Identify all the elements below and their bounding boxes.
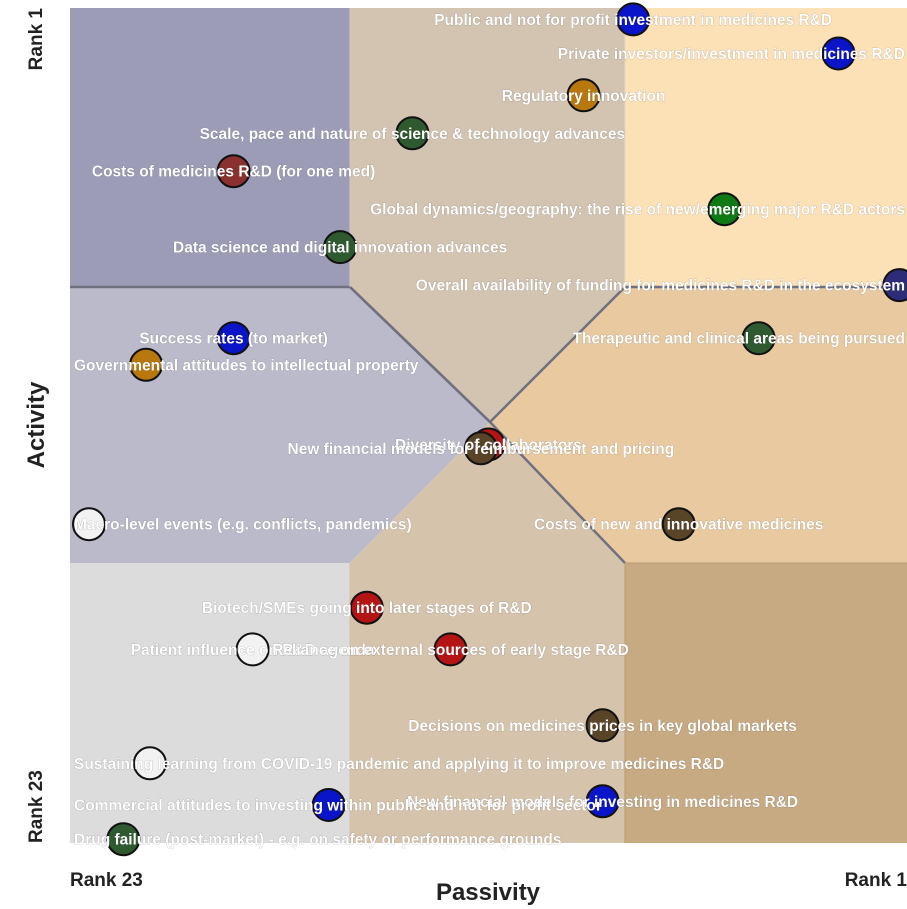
data-point-marker [707, 192, 742, 227]
data-point-label: Biotech/SMEs going into later stages of … [202, 600, 532, 617]
data-point-label: Decisions on medicines prices in key glo… [408, 718, 797, 735]
data-point-marker [106, 822, 141, 857]
data-point-label: Overall availability of funding for medi… [416, 278, 905, 295]
zone-border [349, 286, 626, 564]
data-point-label: Success rates (to market) [139, 331, 328, 348]
data-point-label: Regulatory innovation [502, 88, 666, 105]
data-point-marker [463, 431, 498, 466]
data-point-label: Costs of new and innovative medicines [534, 517, 823, 534]
data-point-label: Public and not for profit investment in … [434, 12, 832, 29]
data-point-marker [311, 788, 346, 822]
data-point-marker [566, 78, 601, 113]
data-point-marker [216, 154, 251, 189]
data-point-label: Private investors/investment in medicine… [558, 46, 905, 63]
data-point-label: Commercial attitudes to investing within… [74, 798, 602, 815]
data-point-marker [132, 746, 167, 781]
data-point-label: Costs of medicines R&D (for one med) [92, 164, 375, 181]
zone-mid-right [490, 287, 907, 563]
data-point-label: New financial models for reimbursement a… [288, 441, 675, 458]
data-point-label: Reliance on external sources of early st… [272, 642, 629, 659]
data-point-label: Data science and digital innovation adva… [173, 240, 507, 257]
data-point-label: Therapeutic and clinical areas being pur… [573, 331, 906, 348]
zone-bottom-right [625, 563, 907, 843]
data-point-marker [323, 230, 358, 265]
data-point-marker [661, 507, 696, 542]
data-point-label: Scale, pace and nature of science & tech… [200, 126, 626, 143]
data-point-marker [235, 632, 270, 667]
data-point-marker [395, 116, 430, 151]
data-point-label: Global dynamics/geography: the rise of n… [370, 202, 905, 219]
data-point-marker [882, 268, 907, 303]
zone-mid-left [70, 287, 490, 563]
data-point-marker [129, 347, 164, 382]
data-point-label: Patient influence on R&D agenda [131, 642, 375, 659]
y-tick-label-top: Rank 1 [26, 8, 47, 71]
y-tick-label-bottom: Rank 23 [26, 770, 47, 843]
data-point-marker [741, 321, 776, 356]
x-tick-label-right: Rank 1 [845, 870, 907, 891]
zone-border [624, 562, 907, 843]
data-point-marker [585, 708, 620, 743]
x-tick-label-left: Rank 23 [70, 870, 143, 891]
data-point-marker [72, 507, 106, 542]
data-point-marker [616, 2, 651, 37]
data-point-label: Macro-level events (e.g. conflicts, pand… [74, 517, 412, 534]
data-point-marker [216, 321, 251, 356]
data-point-marker [433, 632, 468, 667]
zone-top-left [70, 8, 350, 287]
zone-top-right [625, 8, 907, 287]
zone-top-center [350, 8, 625, 422]
data-point-label: Sustaining learning from COVID-19 pandem… [74, 756, 724, 773]
data-point-marker [349, 590, 384, 625]
data-point-label: Governmental attitudes to intellectual p… [74, 357, 419, 374]
data-point-marker [585, 784, 620, 819]
data-point-label: Drug failure (post-market) - e.g. on saf… [74, 832, 561, 849]
y-axis-title: Activity [23, 381, 50, 468]
data-point-label: New financial models for investing in me… [407, 794, 798, 811]
zone-bottom-center [350, 422, 625, 843]
data-point-label: Diversity of collaborators [395, 437, 582, 454]
data-point-marker [821, 36, 856, 71]
data-points: Public and not for profit investment in … [72, 2, 907, 857]
x-axis-title: Passivity [436, 879, 541, 906]
